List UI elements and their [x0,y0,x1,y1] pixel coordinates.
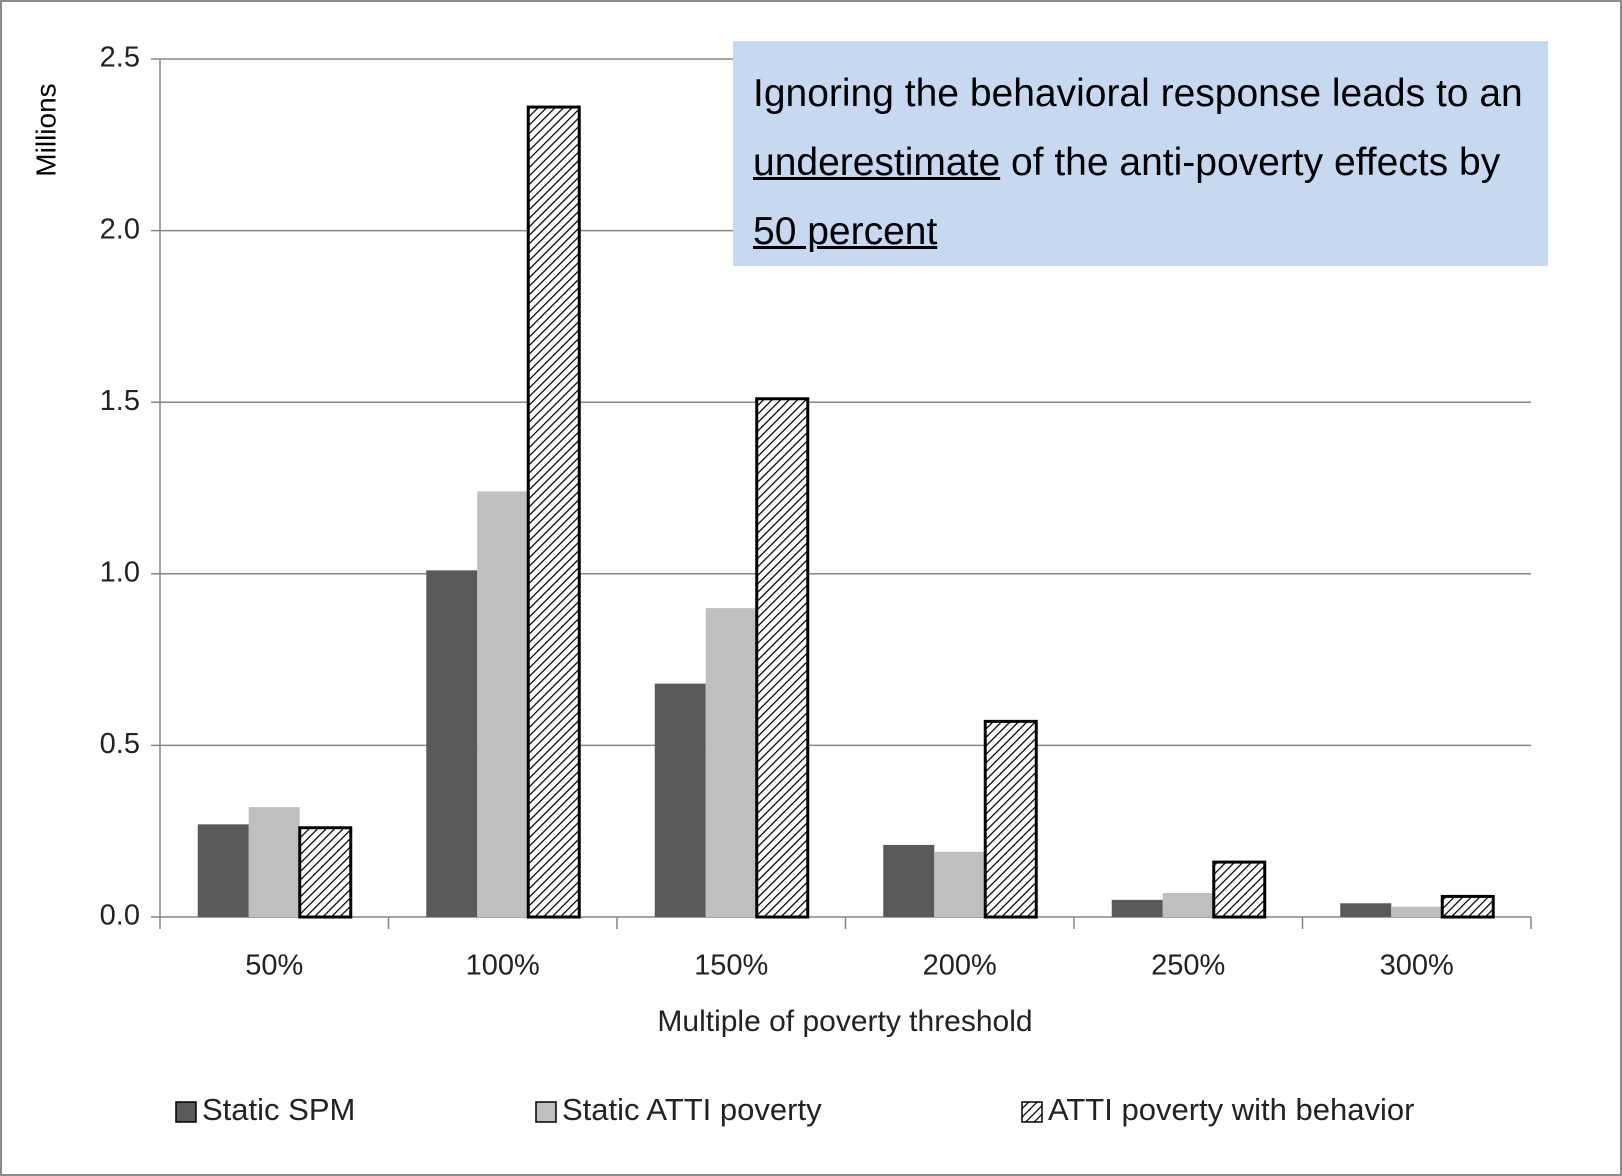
legend-label: ATTI poverty with behavior [1048,1092,1414,1127]
bar [248,807,300,917]
x-tick-label: 250% [1151,950,1225,982]
annotation-text: Ignoring the behavioral response leads t… [753,72,1523,115]
bar [705,608,757,917]
bar [1212,860,1267,919]
annotation-text: 50 percent [753,210,938,253]
bar [1391,906,1443,917]
legend-label: Static SPM [202,1092,355,1127]
bar [1340,903,1392,917]
x-tick-label: 150% [694,950,768,982]
legend-swatch [535,1101,557,1123]
y-tick-label: 1.5 [100,385,140,417]
y-tick-label: 1.0 [100,556,140,588]
bar [934,851,986,917]
bar [654,683,706,917]
bar [477,491,529,917]
bar [526,105,581,919]
bar [1162,892,1214,917]
x-tick-label: 100% [466,950,540,982]
x-tick-label: 200% [923,950,997,982]
y-tick-label: 2.0 [100,213,140,245]
legend-label: Static ATTI poverty [562,1092,822,1127]
y-axis-label: Millions [30,83,61,176]
annotation-text: of the anti-poverty effects by [1000,141,1501,184]
y-tick-label: 0.5 [100,728,140,760]
legend-swatch [175,1101,197,1123]
bar [298,826,353,919]
bar [983,719,1038,919]
bar [755,397,810,919]
y-tick-label: 0.0 [100,900,140,932]
bar [1111,899,1163,917]
bar [197,824,249,917]
legend-swatch [1021,1101,1043,1123]
y-tick-label: 2.5 [100,42,140,74]
bar [883,844,935,917]
x-tick-label: 300% [1380,950,1454,982]
x-axis-label: Multiple of poverty threshold [657,1005,1032,1038]
bar [1440,894,1495,919]
annotation-text: underestimate [753,141,1001,184]
bar [426,570,478,917]
annotation: Ignoring the behavioral response leads t… [733,41,1548,266]
x-tick-label: 50% [245,950,303,982]
